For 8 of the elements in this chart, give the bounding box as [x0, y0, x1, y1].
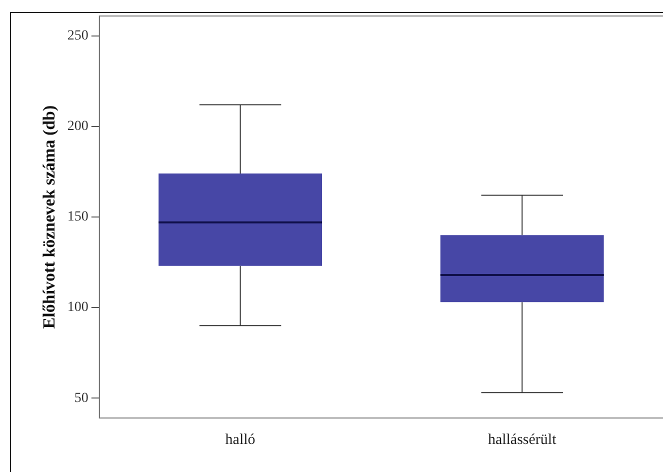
y-tick-label: 250	[67, 28, 88, 44]
y-tick-label: 200	[67, 119, 88, 134]
x-tick-label: hallássérült	[488, 432, 558, 448]
y-tick-label: 50	[74, 390, 88, 406]
x-tick-label: halló	[225, 432, 256, 448]
y-tick-label: 100	[67, 300, 88, 316]
y-axis-title: Előhívott köznevek száma (db)	[40, 105, 59, 329]
y-tick-label: 150	[67, 210, 88, 225]
